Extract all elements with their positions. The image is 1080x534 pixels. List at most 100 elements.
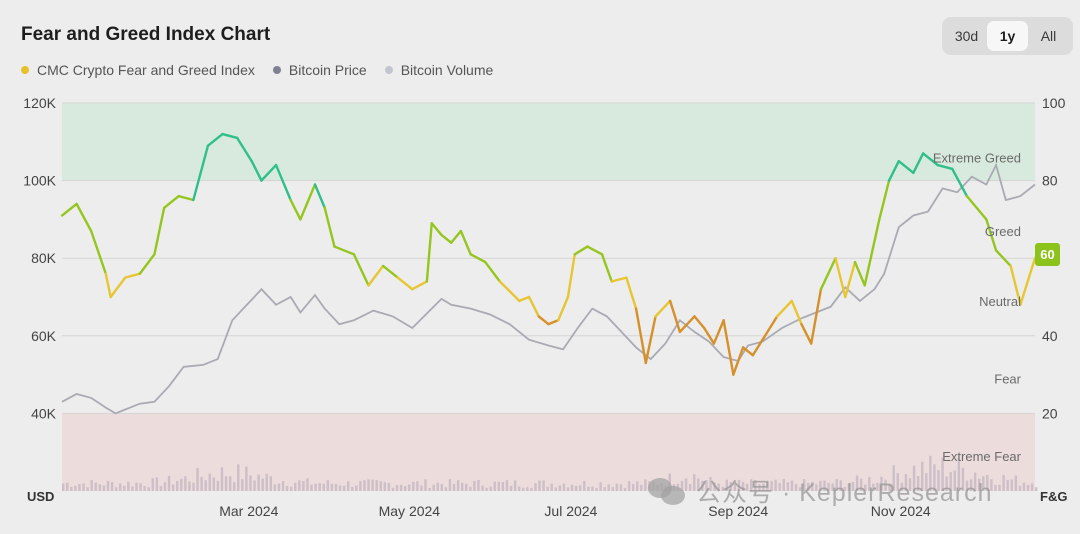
fear-greed-segment: [994, 249, 1012, 268]
volume-bar: [912, 465, 916, 491]
volume-bar: [627, 481, 631, 491]
volume-bar: [831, 483, 834, 491]
volume-bar: [469, 486, 472, 491]
volume-bar: [949, 472, 952, 491]
fear-greed-segment: [250, 159, 263, 182]
fear-greed-segment: [625, 276, 638, 310]
volume-bar: [587, 486, 590, 491]
volume-bar: [688, 483, 692, 491]
volume-bar: [200, 476, 203, 491]
volume-bar: [579, 485, 582, 491]
volume-bar: [155, 477, 159, 491]
fear-greed-segment: [469, 253, 487, 264]
volume-bar: [684, 478, 688, 491]
volume-bar: [961, 467, 965, 491]
volume-bar: [465, 483, 468, 491]
volume-bar: [493, 481, 496, 491]
volume-bar: [701, 480, 704, 491]
volume-bar: [741, 481, 745, 491]
fear-greed-segment: [60, 202, 78, 217]
volume-bar: [888, 484, 891, 491]
legend-item-bitcoin-volume[interactable]: Bitcoin Volume: [384, 62, 493, 78]
range-30d-button[interactable]: 30d: [954, 28, 979, 44]
legend-item-fear-greed[interactable]: CMC Crypto Fear and Greed Index: [21, 62, 255, 78]
watermark-text: 公众号 · KeplerResearch: [696, 479, 993, 507]
volume-bar: [383, 482, 387, 491]
volume-bar: [868, 477, 871, 491]
fear-greed-segment: [644, 315, 657, 365]
volume-bar: [412, 481, 415, 491]
fear-greed-segment: [411, 280, 429, 291]
zone-label: Extreme Fear: [942, 449, 1021, 464]
volume-bar: [70, 486, 73, 491]
fear-greed-segment: [1009, 264, 1022, 306]
bitcoin-price-line: [61, 162, 1036, 415]
fear-greed-segment: [396, 276, 414, 291]
volume-bar: [334, 483, 338, 491]
volume-bar: [542, 480, 545, 491]
volume-bar: [872, 483, 875, 491]
volume-bar: [485, 487, 488, 491]
fear-greed-segment: [484, 260, 502, 283]
fear-greed-segment: [313, 183, 326, 209]
fear-greed-segment: [722, 319, 735, 376]
volume-bar: [595, 487, 598, 491]
volume-bar: [102, 485, 106, 491]
volume-bar: [175, 481, 179, 491]
fear-greed-segment: [109, 276, 127, 299]
fear-greed-segment: [844, 260, 857, 299]
fear-greed-segment: [430, 222, 443, 237]
fear-greed-segment: [352, 253, 370, 287]
volume-bar: [603, 487, 606, 491]
fear-greed-segment: [138, 253, 156, 275]
volume-bar: [330, 483, 334, 491]
range-all-button[interactable]: All: [1040, 28, 1057, 44]
volume-bar: [314, 483, 317, 491]
volume-bar: [827, 483, 830, 491]
volume-bar: [387, 483, 391, 491]
watermark: 公众号 · KeplerResearch: [648, 473, 992, 509]
volume-bar: [310, 484, 313, 491]
volume-bar: [892, 465, 895, 491]
volume-bar: [363, 480, 366, 491]
fear-greed-segment: [863, 218, 881, 287]
volume-bar: [408, 484, 411, 491]
volume-bar: [237, 464, 240, 491]
volume-bar: [135, 482, 138, 491]
legend-item-bitcoin-price[interactable]: Bitcoin Price: [272, 62, 367, 78]
volume-bar: [762, 483, 765, 491]
volume-bar: [481, 485, 484, 491]
fear-greed-segment: [761, 315, 779, 341]
volume-bar: [1026, 484, 1030, 491]
fear-greed-segment: [634, 307, 647, 365]
volume-bar: [770, 480, 773, 491]
volume-bar: [477, 479, 480, 491]
fear-greed-segment: [810, 288, 823, 345]
volume-bar: [289, 486, 293, 491]
fear-greed-segment: [75, 202, 93, 233]
volume-bar: [782, 479, 785, 491]
volume-bar: [811, 481, 814, 491]
volume-bar: [969, 479, 973, 491]
fear-greed-segment: [887, 159, 900, 182]
range-1y-button[interactable]: 1y: [987, 21, 1028, 51]
volume-bar: [241, 479, 244, 491]
volume-bar: [631, 483, 635, 491]
volume-bar: [839, 480, 842, 491]
volume-bar: [184, 476, 187, 491]
volume-bar: [1018, 485, 1022, 491]
volume-bar: [497, 481, 501, 491]
volume-bar: [228, 476, 232, 491]
volume-bar: [253, 480, 256, 491]
volume-bar: [998, 484, 1001, 491]
volume-bar: [978, 478, 981, 491]
fear-greed-segment: [527, 295, 540, 318]
volume-bar: [900, 482, 904, 491]
volume-bar: [517, 486, 521, 491]
volume-bar: [554, 487, 558, 491]
fear-greed-segment: [450, 229, 463, 244]
right-axis-tick: 100: [1042, 95, 1066, 111]
fear-greed-segment: [425, 222, 433, 283]
volume-bar: [322, 483, 325, 491]
volume-bar: [143, 486, 146, 491]
